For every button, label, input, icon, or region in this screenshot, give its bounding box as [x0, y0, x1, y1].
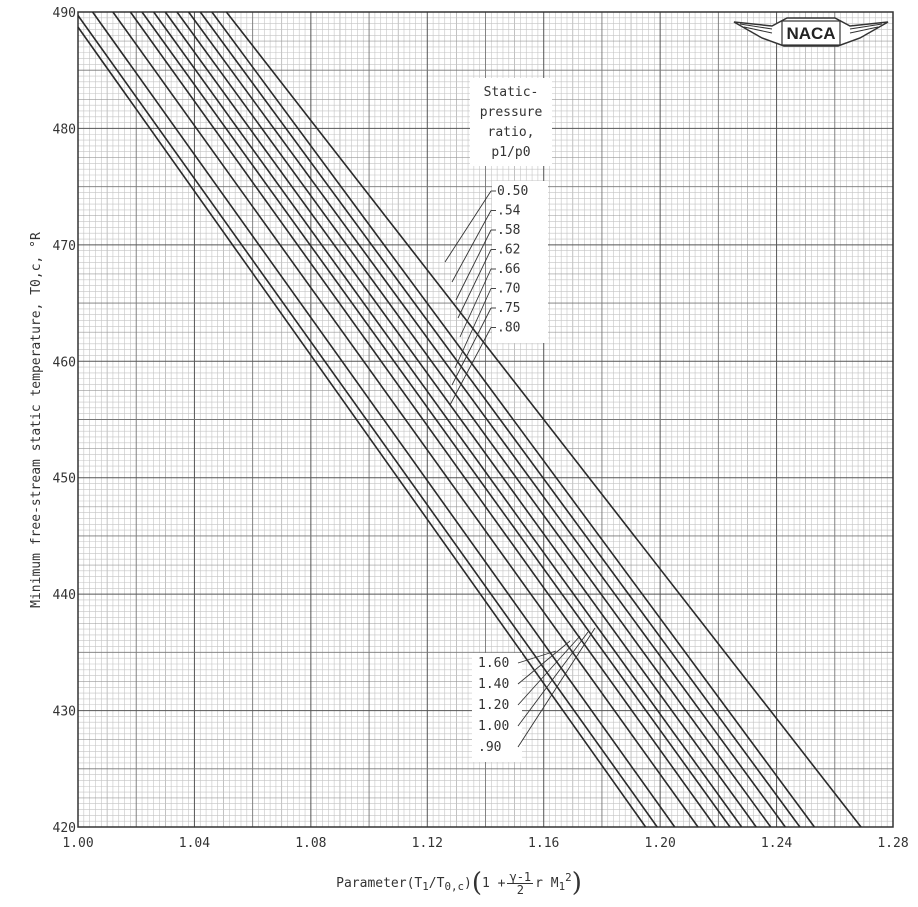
legend-leader-lower — [517, 640, 571, 685]
xlabel-sup-m: 2 — [565, 871, 572, 885]
y-tick-label: 440 — [53, 588, 76, 603]
xlabel-close: ) — [464, 875, 472, 891]
legend-upper-label: .62 — [497, 243, 520, 258]
legend-title-bg — [470, 78, 552, 166]
xlabel-tail: r M — [535, 875, 559, 891]
xlabel-slash: /T — [428, 875, 445, 891]
legend-leader-lower — [517, 631, 589, 727]
y-tick-label: 420 — [53, 821, 76, 836]
x-tick-label: 1.16 — [528, 836, 559, 851]
open-paren: ( — [471, 868, 482, 898]
legend: Static-pressure ratio, p1/p0 0.50 .54 .58 .62.… — [444, 78, 596, 762]
series-line-1p00 — [112, 11, 699, 828]
legend-lower-label: 1.40 — [478, 677, 509, 692]
legend-leader — [457, 249, 492, 319]
legend-leader — [455, 229, 492, 301]
legend-title-line: pressure — [480, 105, 543, 120]
series-line-p62 — [187, 11, 786, 828]
gamma-fraction: γ-1 2 — [507, 869, 534, 897]
legend-leader — [444, 190, 492, 263]
xlabel-sub0c: 0,c — [444, 880, 464, 894]
y-tick-label: 470 — [53, 239, 76, 254]
legend-leader-lower — [517, 650, 557, 664]
legend-lower-label: .90 — [478, 740, 501, 755]
fraction-numerator: γ-1 — [507, 869, 534, 884]
x-tick-label: 1.08 — [295, 836, 326, 851]
legend-upper-label: .58 — [497, 223, 520, 238]
y-tick-label: 480 — [53, 122, 76, 137]
series-line-p58 — [199, 11, 801, 828]
y-tick-labels: 420 430 440 450 460 470 480 490 — [53, 6, 76, 836]
x-tick-label: 1.04 — [179, 836, 210, 851]
y-tick-label: 430 — [53, 705, 76, 720]
series-line-p70 — [164, 11, 757, 828]
x-tick-label: 1.12 — [412, 836, 443, 851]
xlabel-one-plus: 1 + — [481, 875, 506, 891]
legend-leader — [451, 307, 492, 386]
x-tick-label: 1.24 — [761, 836, 792, 851]
y-tick-label: 460 — [53, 355, 76, 370]
legend-leader — [454, 288, 492, 369]
series-line-1p60 — [77, 26, 647, 828]
y-tick-label: 490 — [53, 6, 76, 21]
naca-logo: NACA — [732, 12, 890, 56]
legend-title-line: ratio, — [488, 125, 535, 140]
fraction-denominator: 2 — [516, 882, 524, 897]
y-axis-label-text: Minimum free-stream static temperature, … — [29, 232, 44, 608]
legend-lower-label: 1.60 — [478, 656, 509, 671]
series-line-p80 — [141, 11, 731, 828]
legend-title-line: Static- — [484, 85, 539, 100]
legend-title-line: p1/p0 — [491, 145, 530, 160]
series-line-1p20 — [91, 11, 676, 828]
xlabel-sub-m: 1 — [558, 880, 566, 894]
x-tick-label: 1.20 — [644, 836, 675, 851]
legend-leader — [459, 268, 492, 338]
series-line-p90 — [129, 11, 717, 828]
series-line-p66 — [176, 11, 772, 828]
legend-lower-bg — [472, 653, 522, 762]
legend-leader-lower — [517, 627, 596, 748]
x-axis-label: Parameter (T1/T0,c)(1 + γ-1 2 r M12) — [0, 868, 918, 898]
x-tick-label: 1.28 — [877, 836, 908, 851]
xlabel-sub1: 1 — [422, 880, 429, 894]
y-axis-label: Minimum free-stream static temperature, … — [29, 232, 44, 608]
series-line-1p40 — [77, 15, 658, 828]
series-lines — [77, 11, 862, 828]
legend-upper-label: 0.50 — [497, 184, 528, 199]
legend-upper-label: .80 — [497, 321, 520, 336]
xlabel-prefix: Parameter — [336, 875, 407, 891]
x-tick-label: 1.00 — [62, 836, 93, 851]
legend-upper-label: .54 — [497, 204, 521, 219]
legend-upper-label: .66 — [497, 262, 520, 277]
plot-frame — [77, 11, 894, 828]
legend-leader — [449, 327, 492, 406]
series-line-p75 — [153, 11, 743, 828]
logo-text: NACA — [786, 24, 835, 43]
legend-leader — [451, 210, 492, 283]
legend-upper-label: .75 — [497, 301, 520, 316]
series-line-p54 — [211, 11, 816, 828]
legend-lower-label: 1.00 — [478, 719, 509, 734]
legend-upper-bg — [492, 181, 548, 343]
series-line-0p50 — [225, 11, 862, 828]
xlabel-ratio: (T — [406, 875, 423, 891]
y-tick-label: 450 — [53, 472, 76, 487]
legend-upper-label: .70 — [497, 282, 520, 297]
legend-lower-label: 1.20 — [478, 698, 509, 713]
legend-leader-lower — [517, 635, 581, 706]
x-tick-labels: 1.00 1.04 1.08 1.12 1.16 1.20 1.24 1.28 — [62, 836, 908, 851]
close-paren: ) — [571, 868, 582, 898]
